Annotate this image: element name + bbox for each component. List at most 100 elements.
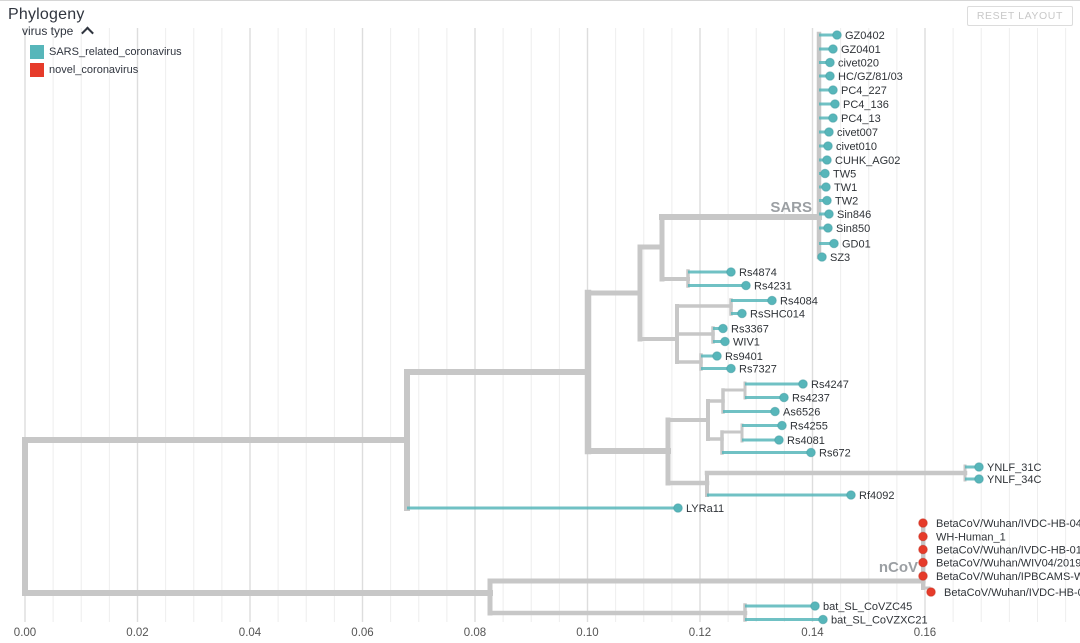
- tip-label[interactable]: bat_SL_CoVZXC21: [831, 614, 928, 626]
- tip-dot[interactable]: [974, 474, 984, 484]
- tip-dot[interactable]: [817, 252, 827, 262]
- tip-dot[interactable]: [821, 182, 831, 192]
- tip-dot[interactable]: [806, 447, 816, 458]
- tip-label[interactable]: civet007: [837, 127, 878, 139]
- tip-dot[interactable]: [779, 392, 789, 403]
- tip-dot[interactable]: [673, 503, 683, 513]
- tip-label[interactable]: TW1: [834, 182, 857, 194]
- chevron-up-icon[interactable]: [81, 26, 95, 39]
- tip-dot[interactable]: [918, 557, 928, 568]
- tip-label[interactable]: BetaCoV/Wuhan/IVDC-HB-04/2020: [936, 518, 1080, 530]
- tip-label[interactable]: GZ0402: [845, 30, 885, 42]
- tip-dot[interactable]: [828, 113, 838, 123]
- tip-label[interactable]: Rs4255: [790, 420, 828, 432]
- tip-dot[interactable]: [918, 571, 928, 581]
- tip-dot[interactable]: [810, 601, 820, 611]
- tip-dot[interactable]: [726, 363, 736, 374]
- tip-label[interactable]: As6526: [783, 406, 820, 418]
- tip-dot[interactable]: [737, 308, 747, 319]
- tip-dot[interactable]: [770, 406, 780, 417]
- tip-dot[interactable]: [823, 223, 833, 233]
- tip-dot[interactable]: [820, 168, 830, 179]
- tip-label[interactable]: PC4_227: [841, 85, 887, 97]
- tip-dot[interactable]: [918, 544, 928, 555]
- tip-dot[interactable]: [818, 614, 828, 625]
- tip-dot[interactable]: [798, 379, 808, 389]
- tip-dot[interactable]: [777, 420, 787, 431]
- tip-dot[interactable]: [918, 518, 928, 528]
- tip-label[interactable]: Sin846: [837, 209, 871, 221]
- tip-dot[interactable]: [822, 155, 832, 165]
- tip-dot[interactable]: [828, 85, 838, 95]
- tip-dot[interactable]: [926, 587, 936, 597]
- tip-dot[interactable]: [712, 351, 722, 361]
- clade-label: nCoV: [879, 559, 918, 576]
- tip-label[interactable]: RsSHC014: [750, 308, 805, 320]
- tip-dot[interactable]: [774, 435, 784, 445]
- tip-label[interactable]: Rs4874: [739, 267, 777, 279]
- page-title: Phylogeny: [8, 6, 85, 23]
- tip-label[interactable]: BetaCoV/Wuhan/WIV04/2019: [936, 557, 1080, 569]
- tip-label[interactable]: PC4_13: [841, 113, 881, 125]
- reset-layout-button[interactable]: RESET LAYOUT: [966, 6, 1073, 26]
- tip-label[interactable]: Rs9401: [725, 351, 763, 363]
- tip-dot[interactable]: [726, 267, 736, 277]
- tip-dot[interactable]: [822, 195, 832, 206]
- tip-label[interactable]: WIV1: [733, 336, 760, 348]
- tip-label[interactable]: bat_SL_CoVZC45: [823, 601, 912, 613]
- tip-dot[interactable]: [846, 490, 856, 500]
- tip-label[interactable]: PC4_136: [843, 99, 889, 111]
- axis-tick-label: 0.10: [576, 627, 598, 639]
- tip-dot[interactable]: [830, 99, 840, 109]
- tip-label[interactable]: Rs7327: [739, 363, 777, 375]
- tip-label[interactable]: SZ3: [830, 252, 850, 264]
- tip-label[interactable]: GZ0401: [841, 44, 881, 56]
- tip-label[interactable]: Rs4231: [754, 280, 792, 292]
- axis-tick-label: 0.14: [801, 627, 824, 639]
- tip-dot[interactable]: [832, 30, 842, 40]
- tip-label[interactable]: Rs4084: [780, 295, 818, 307]
- tip-label[interactable]: Rs4247: [811, 379, 849, 391]
- tip-dot[interactable]: [767, 295, 777, 306]
- tip-label[interactable]: BetaCoV/Wuhan/IPBCAMS-WH-01/2: [936, 571, 1080, 583]
- legend-swatch[interactable]: [30, 45, 44, 59]
- tip-dot[interactable]: [918, 531, 928, 542]
- tip-dot[interactable]: [824, 209, 834, 219]
- tip-dot[interactable]: [974, 462, 984, 472]
- legend-item[interactable]: novel_coronavirus: [22, 63, 182, 77]
- legend-swatch[interactable]: [30, 63, 44, 77]
- tip-label[interactable]: Rs672: [819, 447, 851, 459]
- tip-label[interactable]: Rs4237: [792, 392, 830, 404]
- tip-label[interactable]: CUHK_AG02: [835, 155, 900, 167]
- tip-dot[interactable]: [825, 57, 835, 68]
- tip-label[interactable]: YNLF_31C: [987, 462, 1041, 474]
- tip-dot[interactable]: [829, 238, 839, 249]
- tip-dot[interactable]: [823, 141, 833, 151]
- tip-label[interactable]: civet020: [838, 57, 879, 69]
- tip-label[interactable]: GD01: [842, 238, 871, 250]
- tip-label[interactable]: BetaCoV/Wuhan/IVDC-HB-05/2019: [944, 587, 1080, 599]
- legend-title[interactable]: virus type: [22, 24, 182, 39]
- tip-label[interactable]: WH-Human_1: [936, 531, 1006, 543]
- tip-label[interactable]: YNLF_34C: [987, 474, 1041, 486]
- legend-item[interactable]: SARS_related_coronavirus: [22, 45, 182, 59]
- tip-dot[interactable]: [718, 323, 728, 334]
- tip-label[interactable]: civet010: [836, 141, 877, 153]
- tip-label[interactable]: Rs3367: [731, 323, 769, 335]
- tip-label[interactable]: BetaCoV/Wuhan/IVDC-HB-01/2019: [936, 544, 1080, 556]
- tip-dot[interactable]: [828, 44, 838, 54]
- tip-label[interactable]: Rs4081: [787, 435, 825, 447]
- tip-label[interactable]: HC/GZ/81/03: [838, 71, 903, 83]
- tip-dot[interactable]: [741, 280, 751, 291]
- tip-label[interactable]: Sin850: [836, 223, 870, 235]
- tip-label[interactable]: TW2: [835, 195, 858, 207]
- tip-dot[interactable]: [824, 127, 834, 137]
- tip-label[interactable]: LYRa11: [686, 503, 724, 515]
- legend-item-label: SARS_related_coronavirus: [49, 46, 182, 58]
- tip-label[interactable]: Rf4092: [859, 490, 894, 502]
- legend-item-label: novel_coronavirus: [49, 64, 139, 76]
- tip-dot[interactable]: [825, 71, 835, 81]
- tip-label[interactable]: TW5: [833, 168, 856, 180]
- tip-dot[interactable]: [720, 336, 730, 347]
